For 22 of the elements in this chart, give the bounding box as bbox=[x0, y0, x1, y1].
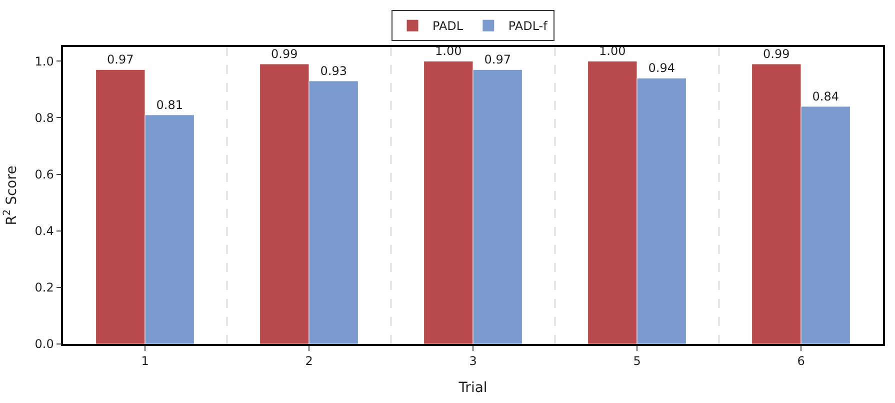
data-label: 0.94 bbox=[648, 61, 675, 76]
data-label: 0.97 bbox=[484, 52, 511, 67]
x-tick-label: 3 bbox=[469, 354, 477, 368]
y-tick-label: 0.6 bbox=[34, 167, 54, 182]
legend-label: PADL bbox=[432, 19, 464, 34]
x-tick-label: 5 bbox=[633, 354, 641, 368]
x-tick-label: 6 bbox=[797, 354, 805, 368]
data-label: 0.84 bbox=[812, 89, 839, 104]
y-tick-label: 0.0 bbox=[34, 337, 54, 352]
x-axis-title: Trial bbox=[458, 380, 488, 396]
y-tick-label: 0.8 bbox=[34, 110, 54, 125]
data-label: 0.97 bbox=[107, 52, 134, 67]
y-tick-label: 0.2 bbox=[34, 280, 54, 295]
data-label: 0.81 bbox=[156, 98, 183, 112]
y-tick-label: 1.0 bbox=[34, 54, 54, 68]
y-tick-label: 0.4 bbox=[34, 224, 54, 238]
data-label: 0.93 bbox=[320, 64, 347, 78]
x-tick-label: 1 bbox=[141, 354, 149, 368]
x-tick-label: 2 bbox=[305, 354, 313, 368]
data-label: 0.99 bbox=[763, 46, 790, 61]
data-label: 0.99 bbox=[271, 46, 298, 61]
legend-label: PADL-f bbox=[508, 19, 548, 34]
